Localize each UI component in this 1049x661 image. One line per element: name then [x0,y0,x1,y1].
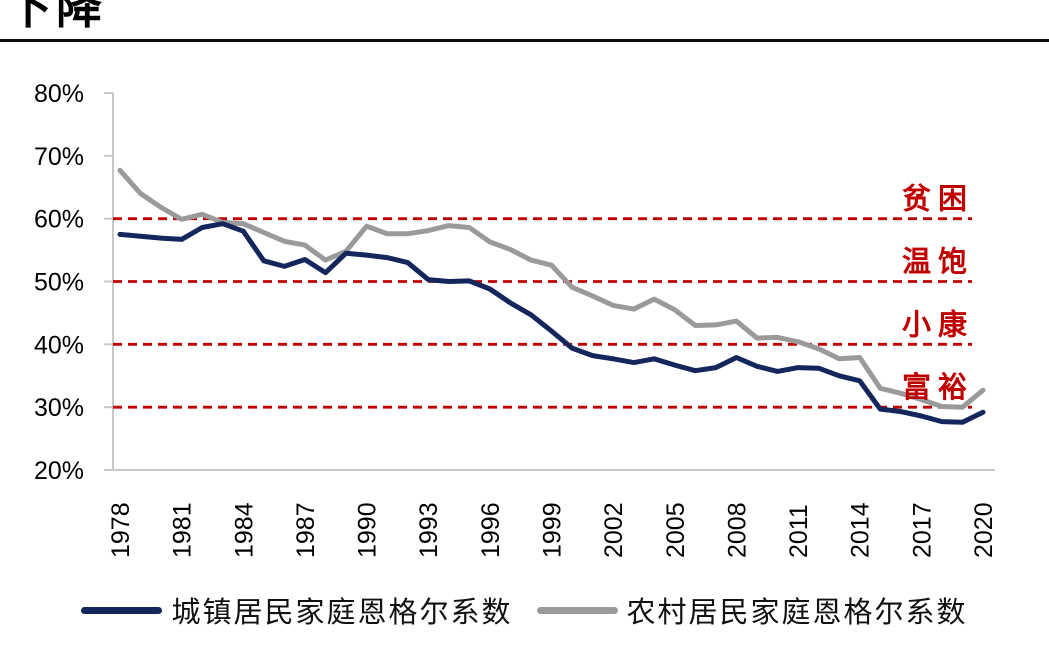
y-tick-label: 60% [34,206,84,234]
legend-item-rural: 农村居民家庭恩格尔系数 [536,589,968,631]
x-tick-label: 2005 [662,502,690,558]
x-tick-label: 1999 [539,502,567,558]
x-tick-label: 2014 [847,502,875,558]
y-axis-ticks: 80% 70% 60% 50% 40% 30% 20% [34,80,113,485]
reference-label: 小康 [902,307,974,341]
y-tick-label: 50% [34,269,84,297]
x-tick-label: 1981 [169,502,197,558]
x-tick-label: 1990 [354,502,382,558]
series-line [117,221,986,425]
page-title-fragment: 下降 [6,0,106,37]
page-title-text: 下降 [6,0,106,34]
series-line [117,167,986,410]
series-lines [117,167,986,425]
x-tick-label: 2011 [785,504,813,558]
legend-label-urban: 城镇居民家庭恩格尔系数 [171,595,513,629]
reference-label: 贫困 [902,182,974,216]
x-tick-label: 2008 [723,502,751,558]
x-axis-ticks: 1978 1981 1984 1987 1990 1993 1996 1999 2002 2005… [107,502,998,558]
reference-label: 富裕 [902,370,974,404]
reference-lines [113,217,972,409]
legend-item-urban: 城镇居民家庭恩格尔系数 [81,589,512,631]
x-tick-label: 1996 [477,502,505,558]
y-tick-label: 70% [34,143,84,171]
x-tick-label: 1984 [230,502,258,558]
y-tick-label: 30% [34,394,84,422]
x-tick-label: 2020 [970,502,998,558]
y-tick-label: 80% [34,80,84,108]
chart-legend: 城镇居民家庭恩格尔系数 农村居民家庭恩格尔系数 [0,589,1049,631]
rural-line-swatch [536,606,618,614]
reference-label: 温饱 [902,245,974,279]
title-rule [0,39,1049,42]
x-tick-label: 2017 [908,502,936,558]
x-tick-label: 1987 [292,502,320,558]
y-tick-label: 40% [34,331,84,359]
legend-label-rural: 农村居民家庭恩格尔系数 [626,595,968,629]
engel-coefficient-chart: 80% 70% 60% 50% 40% 30% 20% 1978 1981 1984 1987 199… [34,80,998,558]
x-tick-label: 2002 [600,502,628,558]
x-tick-label: 1978 [107,502,135,558]
x-tick-label: 1993 [415,502,443,558]
y-tick-label: 20% [34,457,84,485]
urban-line-swatch [81,606,163,614]
